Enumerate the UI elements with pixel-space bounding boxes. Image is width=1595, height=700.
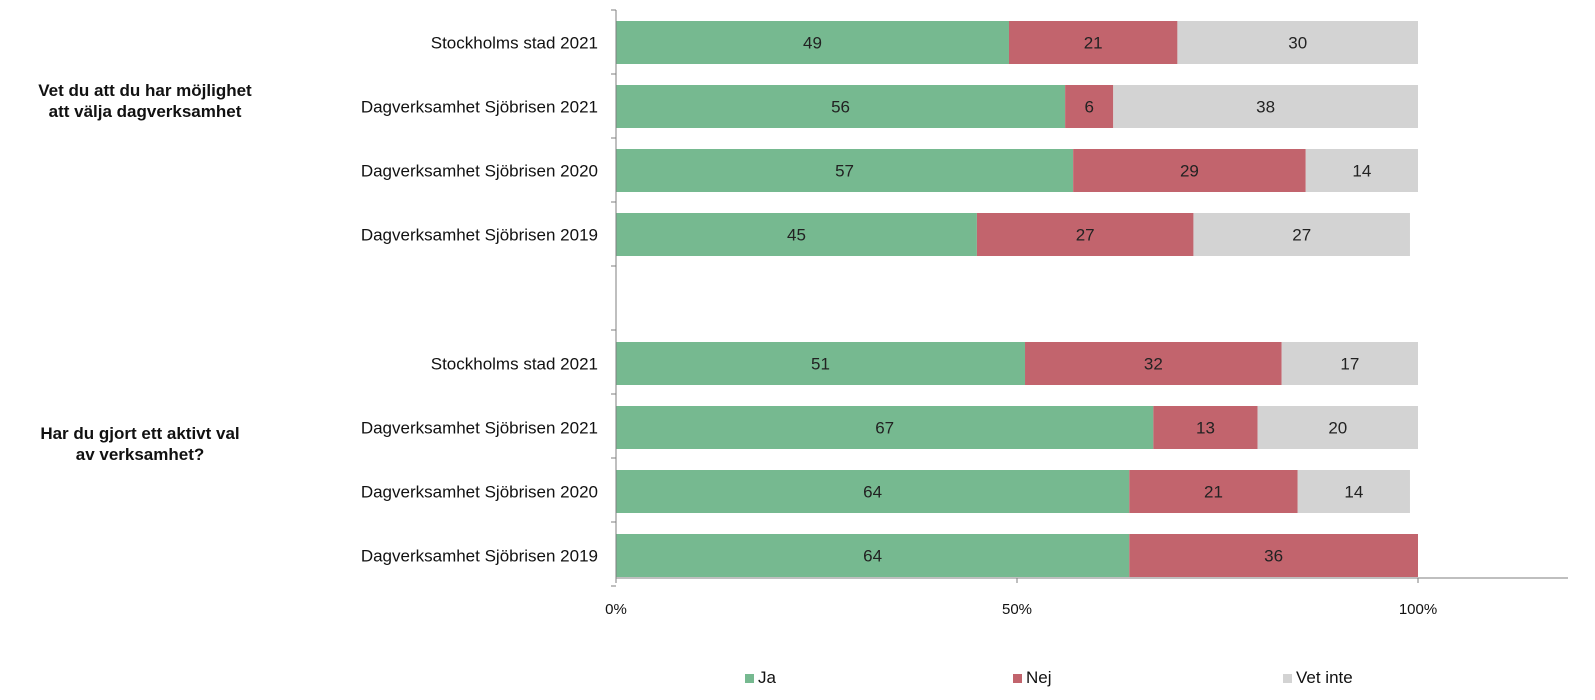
data-label-ja: 64 <box>863 547 882 566</box>
x-tick-label: 0% <box>605 601 627 618</box>
category-label: Dagverksamhet Sjöbrisen 2019 <box>361 547 598 566</box>
data-label-vet-inte: 30 <box>1288 34 1307 53</box>
bar-vet-inte <box>1281 342 1418 385</box>
bar-vet-inte <box>1297 470 1410 513</box>
legend-label-vet-inte: Vet inte <box>1296 668 1353 687</box>
group-title-2: Har du gjort ett aktivt val av verksamhe… <box>10 423 270 465</box>
data-label-nej: 32 <box>1144 355 1163 374</box>
category-label: Dagverksamhet Sjöbrisen 2019 <box>361 226 598 245</box>
bar-nej <box>1025 342 1282 385</box>
bar-ja <box>616 149 1074 192</box>
bar-nej <box>1129 534 1418 577</box>
data-label-vet-inte: 17 <box>1340 355 1359 374</box>
bar-ja <box>616 406 1154 449</box>
bar-ja <box>616 21 1009 64</box>
data-label-vet-inte: 20 <box>1328 419 1347 438</box>
bar-nej <box>976 213 1194 256</box>
bar-vet-inte <box>1257 406 1418 449</box>
data-label-nej: 6 <box>1084 98 1093 117</box>
bar-vet-inte <box>1193 213 1410 256</box>
legend-swatch-ja <box>745 673 754 683</box>
category-label: Dagverksamhet Sjöbrisen 2021 <box>361 98 598 117</box>
bar-nej <box>1065 85 1114 128</box>
bar-ja <box>616 470 1130 513</box>
category-label: Dagverksamhet Sjöbrisen 2020 <box>361 162 598 181</box>
data-label-ja: 51 <box>811 355 830 374</box>
data-label-nej: 36 <box>1264 547 1283 566</box>
legend-swatch-nej <box>1013 673 1022 683</box>
stacked-bar-chart: Stockholms stad 2021 49 21 30 Dagverksamhet … <box>361 9 1568 618</box>
legend-label-nej: Nej <box>1026 668 1052 687</box>
bar-vet-inte <box>1177 21 1418 64</box>
data-label-ja: 67 <box>875 419 894 438</box>
x-tick-label: 100% <box>1399 601 1437 618</box>
data-label-vet-inte: 14 <box>1344 483 1363 502</box>
bar-ja <box>616 213 977 256</box>
data-label-ja: 45 <box>787 226 806 245</box>
legend-swatch-vet-inte <box>1283 673 1292 683</box>
legend-label-ja: Ja <box>758 668 776 687</box>
data-label-ja: 57 <box>835 162 854 181</box>
data-label-nej: 29 <box>1180 162 1199 181</box>
legend-item-ja: Ja <box>745 668 776 688</box>
data-label-nej: 27 <box>1076 226 1095 245</box>
data-label-ja: 64 <box>863 483 882 502</box>
data-label-vet-inte: 27 <box>1292 226 1311 245</box>
category-label: Dagverksamhet Sjöbrisen 2021 <box>361 419 598 438</box>
legend-item-nej: Nej <box>1013 668 1052 688</box>
category-label: Stockholms stad 2021 <box>431 34 598 53</box>
data-label-nej: 21 <box>1204 483 1223 502</box>
bar-nej <box>1129 470 1298 513</box>
bar-vet-inte <box>1113 85 1418 128</box>
category-label: Stockholms stad 2021 <box>431 355 598 374</box>
bar-nej <box>1008 21 1178 64</box>
bar-nej <box>1153 406 1258 449</box>
bar-nej <box>1073 149 1306 192</box>
data-label-ja: 56 <box>831 98 850 117</box>
group-title-2-line-2: av verksamhet? <box>75 445 205 464</box>
legend-item-vet-inte: Vet inte <box>1283 668 1353 688</box>
data-label-nej: 21 <box>1084 34 1103 53</box>
group-title-2-line-1: Har du gjort ett aktivt val <box>40 424 240 443</box>
data-label-ja: 49 <box>803 34 822 53</box>
category-label: Dagverksamhet Sjöbrisen 2020 <box>361 483 598 502</box>
data-label-nej: 13 <box>1196 419 1215 438</box>
legend: Ja Nej Vet inte <box>0 668 1595 692</box>
group-title-1: Vet du att du har möjlighet att välja da… <box>10 80 280 122</box>
group-title-1-line-2: att välja dagverksamhet <box>48 102 242 121</box>
bar-ja <box>616 85 1066 128</box>
bar-ja <box>616 534 1130 577</box>
x-tick-label: 50% <box>1002 601 1032 618</box>
bar-ja <box>616 342 1026 385</box>
data-label-vet-inte: 38 <box>1256 98 1275 117</box>
data-label-vet-inte: 14 <box>1352 162 1371 181</box>
group-title-1-line-1: Vet du att du har möjlighet <box>38 81 252 100</box>
bar-vet-inte <box>1305 149 1418 192</box>
